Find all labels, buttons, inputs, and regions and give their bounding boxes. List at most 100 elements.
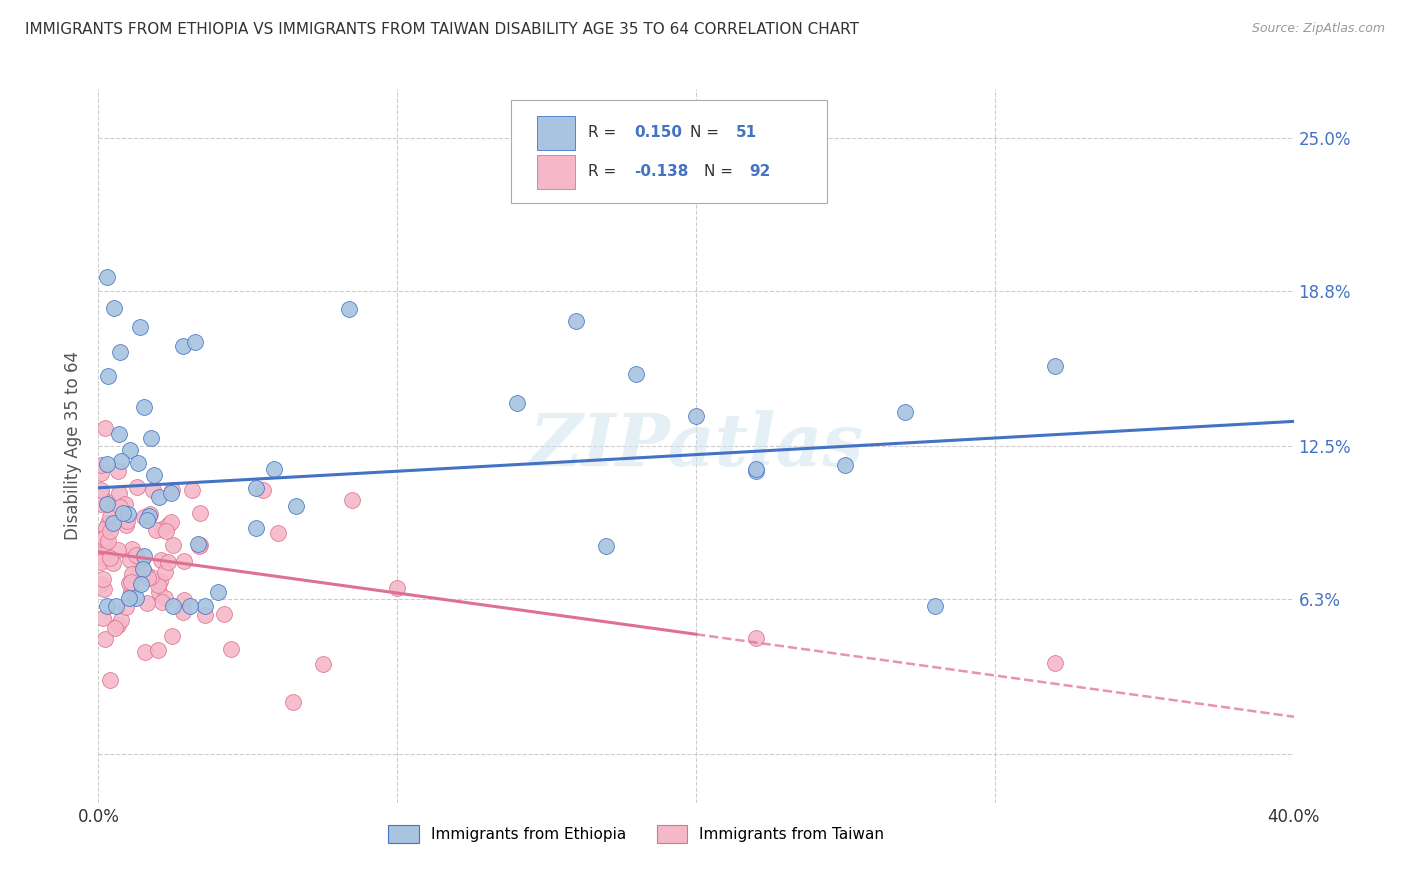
Point (150, 522, 173, 536)
Point (97, 368, 120, 383)
Point (97, 534, 120, 549)
Point (924, 599, 946, 613)
Point (94, 632, 117, 647)
Point (93, 582, 115, 596)
Point (90, 555, 112, 569)
Point (173, 554, 195, 568)
Point (103, 516, 125, 530)
Point (90, 497, 112, 511)
Text: Source: ZipAtlas.com: Source: ZipAtlas.com (1251, 22, 1385, 36)
Point (188, 538, 211, 552)
Point (94, 532, 117, 546)
Text: IMMIGRANTS FROM ETHIOPIA VS IMMIGRANTS FROM TAIWAN DISABILITY AGE 35 TO 64 CORRE: IMMIGRANTS FROM ETHIOPIA VS IMMIGRANTS F… (25, 22, 859, 37)
Point (159, 515, 181, 529)
Point (115, 514, 138, 528)
Text: 51: 51 (735, 125, 756, 140)
Point (96, 457, 118, 471)
Point (245, 521, 267, 535)
Point (179, 599, 201, 613)
Point (134, 566, 156, 580)
Point (172, 605, 194, 619)
Point (120, 583, 142, 598)
Point (506, 396, 529, 410)
Point (90, 533, 112, 547)
Point (190, 506, 212, 520)
Point (94, 541, 117, 555)
Point (150, 552, 173, 566)
Point (125, 591, 148, 606)
Point (125, 480, 148, 494)
Point (183, 335, 205, 350)
Y-axis label: Disability Age 35 to 64: Disability Age 35 to 64 (63, 351, 82, 541)
Point (125, 548, 148, 562)
Point (118, 443, 141, 458)
Point (141, 569, 163, 583)
Text: N =: N = (690, 125, 724, 140)
Point (90, 495, 112, 509)
Point (90, 466, 112, 480)
Point (194, 599, 217, 613)
Point (337, 301, 360, 316)
Point (90, 458, 112, 473)
Point (96, 270, 118, 285)
Point (90, 483, 112, 497)
FancyBboxPatch shape (537, 116, 575, 150)
Point (160, 486, 183, 500)
Point (112, 506, 135, 520)
Point (107, 617, 129, 632)
Point (263, 461, 285, 475)
Point (212, 607, 235, 622)
Point (115, 518, 138, 533)
Point (110, 500, 132, 515)
Point (117, 507, 139, 521)
Point (143, 467, 166, 482)
Point (118, 591, 141, 605)
Point (132, 510, 155, 524)
Text: 0.150: 0.150 (634, 125, 682, 140)
Point (194, 608, 217, 623)
Point (626, 368, 648, 382)
Point (91, 572, 114, 586)
Point (685, 409, 707, 423)
Text: N =: N = (704, 164, 738, 179)
Point (96, 516, 118, 530)
Point (127, 457, 149, 471)
Point (311, 657, 333, 671)
Point (120, 553, 142, 567)
Point (148, 490, 170, 504)
Point (128, 319, 150, 334)
Point (98, 673, 121, 688)
Point (155, 591, 177, 606)
Point (134, 400, 156, 414)
Point (129, 556, 152, 570)
Point (181, 483, 204, 497)
Point (94, 420, 117, 434)
Point (385, 581, 409, 595)
Point (96, 599, 118, 613)
Point (108, 426, 131, 441)
Point (107, 464, 129, 478)
Point (101, 557, 124, 571)
Point (90, 577, 112, 591)
Point (146, 578, 169, 592)
Legend: Immigrants from Ethiopia, Immigrants from Taiwan: Immigrants from Ethiopia, Immigrants fro… (382, 819, 890, 848)
Point (132, 549, 155, 563)
Point (156, 555, 179, 569)
Point (104, 599, 127, 613)
Point (146, 643, 169, 657)
Point (129, 576, 152, 591)
Point (281, 694, 304, 708)
Point (155, 524, 177, 538)
Point (114, 497, 136, 511)
Text: R =: R = (589, 125, 621, 140)
Point (142, 483, 165, 497)
Point (834, 458, 856, 472)
Point (132, 561, 155, 575)
Point (207, 584, 229, 599)
Point (894, 405, 917, 419)
Point (145, 523, 167, 537)
Point (157, 518, 180, 533)
Point (745, 631, 768, 645)
Point (162, 629, 184, 643)
Point (107, 542, 129, 557)
